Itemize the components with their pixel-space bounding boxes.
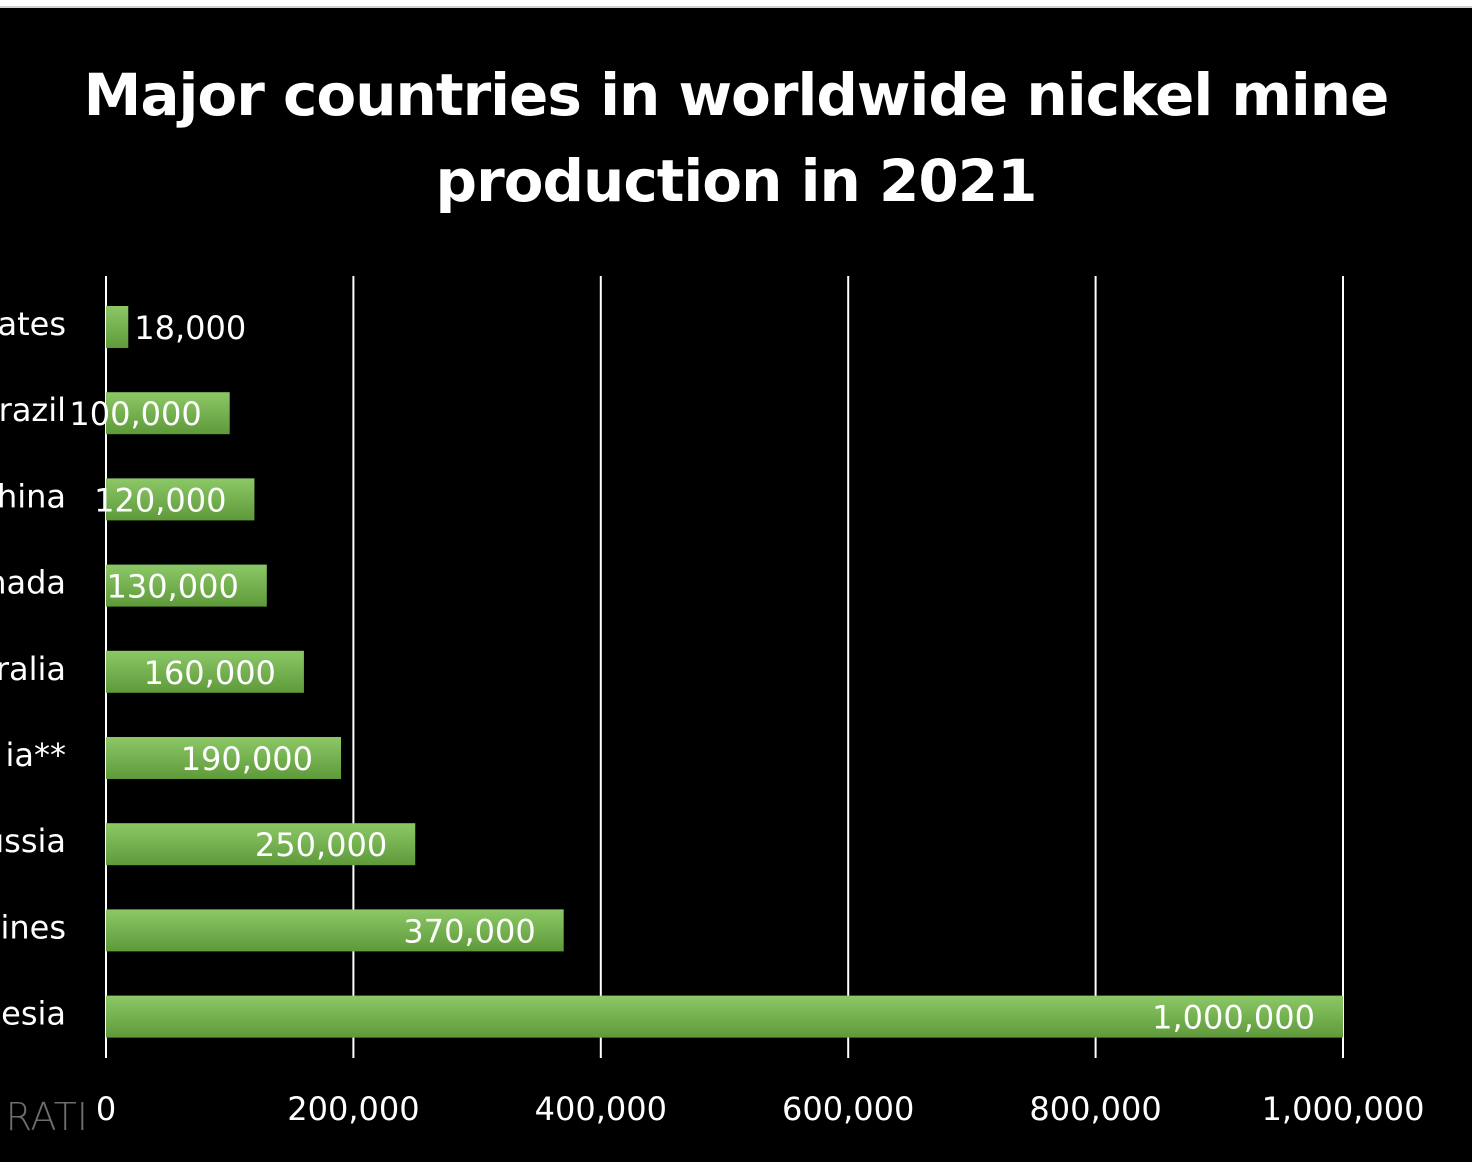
category-label-0: ates — [0, 305, 66, 343]
x-tick-label-3: 600,000 — [782, 1090, 914, 1128]
bar-0 — [106, 306, 129, 348]
category-label-1: razil — [0, 391, 66, 429]
labels: 0 200,000 400,000 600,000 800,000 1,000,000 at… — [0, 305, 1424, 1128]
bar-6 — [106, 823, 416, 866]
category-label-2: hina — [0, 477, 66, 515]
value-label-0: 18,000 — [134, 309, 246, 347]
category-label-4: ralia — [0, 650, 66, 688]
x-tick-label-0: 0 — [96, 1090, 116, 1128]
bar-2 — [106, 478, 255, 521]
category-label-7: ines — [0, 908, 66, 946]
value-label-4: 160,000 — [144, 654, 276, 692]
bar-1 — [106, 392, 230, 435]
bar-8 — [106, 995, 1343, 1038]
bar-7 — [106, 909, 564, 952]
x-tick-label-4: 800,000 — [1029, 1090, 1161, 1128]
bar-4 — [106, 650, 304, 693]
category-label-5: ia** — [6, 736, 67, 774]
chart-title: Major countries in worldwide nickel mine… — [83, 61, 1390, 215]
value-label-1: 100,000 — [69, 395, 201, 433]
chart-frame: Major countries in worldwide nickel mine… — [0, 6, 1472, 1162]
x-tick-label-5: 1,000,000 — [1262, 1090, 1425, 1128]
bar-3 — [106, 564, 267, 607]
value-label-6: 250,000 — [255, 826, 387, 864]
value-label-7: 370,000 — [403, 912, 535, 950]
value-label-5: 190,000 — [181, 740, 313, 778]
x-tick-label-2: 400,000 — [535, 1090, 667, 1128]
value-label-3: 130,000 — [106, 568, 238, 606]
x-tick-label-1: 200,000 — [287, 1090, 419, 1128]
category-label-6: ussia — [0, 822, 66, 860]
category-label-8: esia — [1, 995, 66, 1033]
category-label-3: nada — [0, 564, 66, 602]
bar-5 — [106, 737, 342, 779]
bars — [106, 306, 1343, 1038]
value-label-8: 1,000,000 — [1152, 999, 1315, 1037]
watermark: RATI — [6, 1095, 88, 1139]
value-label-2: 120,000 — [94, 481, 226, 519]
bar-chart: 0 200,000 400,000 600,000 800,000 1,000,000 at… — [0, 276, 1424, 1139]
